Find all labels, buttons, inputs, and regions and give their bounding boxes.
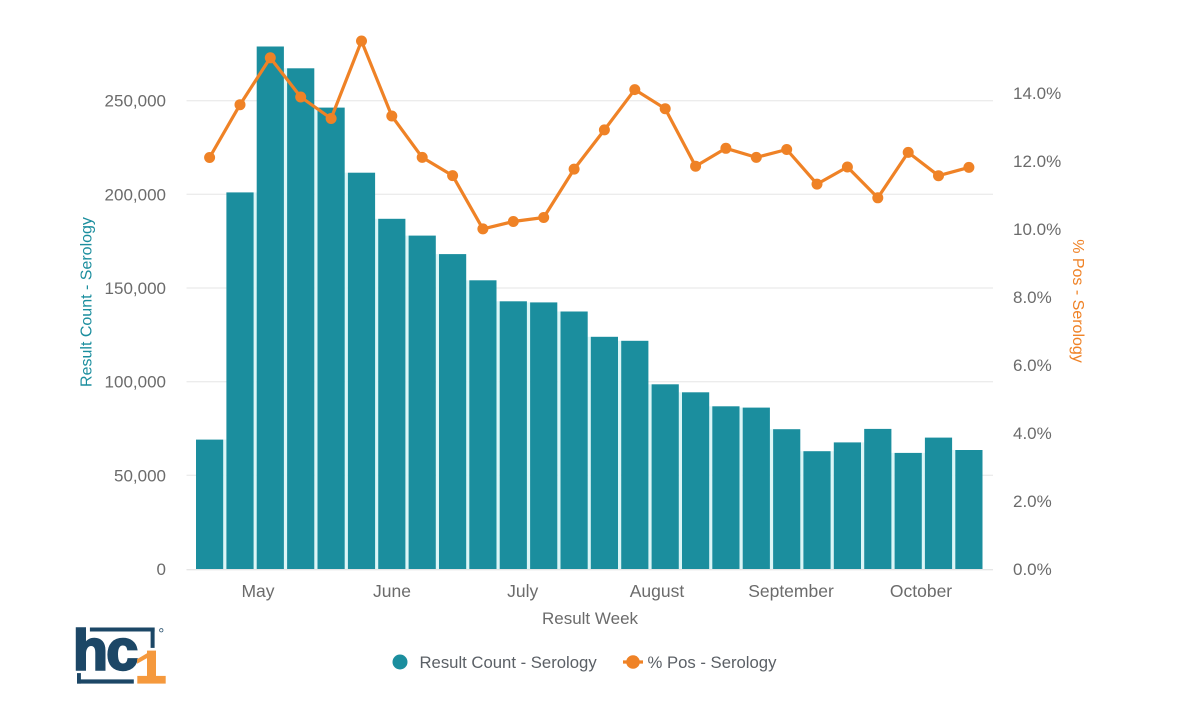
svg-text:8.0%: 8.0% [1013,288,1052,307]
svg-text:200,000: 200,000 [105,185,166,204]
svg-text:4.0%: 4.0% [1013,424,1052,443]
svg-text:6.0%: 6.0% [1013,356,1052,375]
svg-text:0.0%: 0.0% [1013,560,1052,579]
svg-text:Result Count - Serology: Result Count - Serology [79,217,96,387]
svg-text:May: May [241,581,274,601]
svg-text:14.0%: 14.0% [1013,84,1061,103]
svg-text:June: June [373,581,411,601]
svg-text:10.0%: 10.0% [1013,220,1061,239]
svg-text:% Pos - Serology: % Pos - Serology [1069,239,1086,363]
svg-text:July: July [507,581,538,601]
svg-text:250,000: 250,000 [105,92,166,111]
svg-text:October: October [890,581,952,601]
svg-text:August: August [630,581,685,601]
svg-text:% Pos - Serology: % Pos - Serology [648,653,778,672]
svg-text:150,000: 150,000 [105,279,166,298]
svg-text:12.0%: 12.0% [1013,152,1061,171]
svg-text:Result Week: Result Week [542,609,639,628]
svg-text:0: 0 [157,560,166,579]
svg-text:50,000: 50,000 [114,466,166,485]
svg-text:September: September [748,581,834,601]
svg-text:100,000: 100,000 [105,373,166,392]
svg-text:Result Count - Serology: Result Count - Serology [420,653,598,672]
svg-text:2.0%: 2.0% [1013,492,1052,511]
